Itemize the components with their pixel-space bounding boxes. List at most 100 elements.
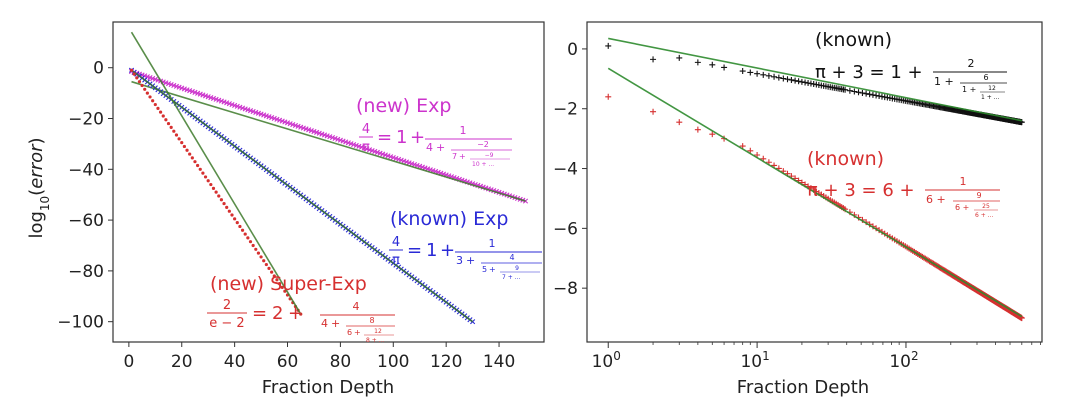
svg-text:2: 2 bbox=[968, 57, 975, 70]
data-point bbox=[174, 133, 179, 137]
svg-text:8 + ...: 8 + ... bbox=[366, 337, 384, 344]
svg-text:2: 2 bbox=[272, 303, 283, 324]
data-point bbox=[169, 125, 173, 129]
data-point bbox=[270, 270, 274, 274]
data-point bbox=[246, 236, 250, 240]
svg-text:4: 4 bbox=[321, 317, 328, 330]
data-point bbox=[605, 42, 612, 49]
x-tick-label: 140 bbox=[483, 352, 515, 372]
svg-text:+: + bbox=[331, 317, 340, 330]
data-point bbox=[193, 160, 197, 164]
data-point bbox=[873, 92, 880, 99]
data-point bbox=[243, 232, 247, 236]
annotation-known-black: (known) π + 3 = 1 + 2 1 + 6 1 + 12 1 + .… bbox=[815, 29, 1007, 101]
svg-text:1: 1 bbox=[960, 175, 967, 188]
data-point bbox=[788, 76, 795, 83]
svg-text:12: 12 bbox=[988, 85, 996, 92]
data-point bbox=[522, 198, 529, 204]
left-y-axis-label: log10(error) bbox=[26, 137, 52, 238]
svg-text:1 + ...: 1 + ... bbox=[981, 94, 999, 101]
data-point bbox=[201, 171, 205, 175]
svg-text:1: 1 bbox=[426, 240, 437, 261]
svg-text:π: π bbox=[362, 140, 370, 155]
data-point bbox=[272, 274, 276, 278]
annotation-new-exp-title: (new) Exp bbox=[356, 95, 451, 117]
data-point bbox=[137, 80, 142, 84]
data-point bbox=[765, 72, 772, 79]
data-point bbox=[227, 209, 231, 213]
data-point bbox=[760, 71, 767, 78]
data-point bbox=[869, 91, 876, 98]
annotation-known-exp: (known) Exp 4 π = 1 + 1 3 + 4 5 + 9 7 + … bbox=[389, 208, 542, 281]
svg-text:+: + bbox=[440, 240, 455, 261]
data-point bbox=[203, 175, 208, 179]
right-series-2-fit-line bbox=[607, 67, 1023, 318]
series-1-fit-line bbox=[131, 80, 526, 202]
left-axis-ticks: 0 20 40 60 80 100 120 140 0 −20 −40 −60 −80 −100 bbox=[57, 59, 515, 372]
data-point bbox=[771, 73, 778, 80]
data-point bbox=[739, 68, 746, 75]
data-point bbox=[225, 205, 229, 209]
data-point bbox=[211, 186, 216, 190]
data-point bbox=[145, 91, 149, 95]
series-3-fit-line bbox=[130, 31, 302, 315]
formula-known-black: π + 3 = 1 + 2 1 + 6 1 + 12 1 + ... bbox=[815, 57, 1007, 101]
data-point bbox=[780, 75, 787, 82]
svg-text:+: + bbox=[288, 303, 303, 324]
svg-text:+: + bbox=[410, 127, 425, 148]
svg-text:+: + bbox=[459, 152, 466, 161]
data-point bbox=[143, 87, 147, 91]
data-point bbox=[182, 144, 186, 149]
svg-text:e − 2: e − 2 bbox=[209, 316, 244, 331]
data-point bbox=[775, 74, 782, 81]
data-point bbox=[275, 278, 279, 282]
svg-text:4: 4 bbox=[392, 235, 400, 250]
svg-text:+: + bbox=[436, 141, 445, 154]
svg-text:+: + bbox=[466, 254, 475, 267]
data-point bbox=[277, 281, 282, 286]
data-point bbox=[166, 121, 171, 126]
data-point bbox=[180, 141, 184, 145]
svg-text:4: 4 bbox=[362, 122, 370, 137]
data-point bbox=[129, 68, 134, 72]
data-point bbox=[198, 167, 202, 171]
data-point bbox=[264, 262, 268, 267]
data-point bbox=[164, 118, 168, 122]
annotation-known-red-title: (known) bbox=[807, 148, 884, 170]
annotation-new-super-exp-title: (new) Super-Exp bbox=[210, 273, 367, 295]
svg-text:+: + bbox=[489, 265, 496, 274]
x-tick-label: 102 bbox=[889, 349, 918, 372]
svg-text:+: + bbox=[354, 328, 361, 337]
data-point bbox=[721, 64, 728, 71]
svg-text:4: 4 bbox=[353, 300, 360, 313]
svg-text:9: 9 bbox=[976, 191, 981, 200]
data-point bbox=[185, 148, 189, 152]
right-chart: 100 101 102 0 −2 −4 −6 −8 Fraction Depth (known… bbox=[553, 21, 1043, 398]
data-point bbox=[650, 108, 657, 115]
x-tick-label: 60 bbox=[277, 352, 299, 372]
svg-text:=: = bbox=[252, 303, 267, 324]
data-point bbox=[798, 78, 805, 85]
svg-text:2: 2 bbox=[223, 298, 231, 313]
svg-text:1: 1 bbox=[396, 127, 407, 148]
data-point bbox=[222, 201, 226, 206]
x-tick-label: 0 bbox=[123, 352, 134, 372]
left-plot-frame bbox=[112, 21, 545, 343]
x-tick-label: 40 bbox=[224, 352, 246, 372]
formula-known-red: π + 3 = 6 + 1 6 + 9 6 + 25 6 + ... bbox=[807, 175, 1000, 219]
left-chart: 0 20 40 60 80 100 120 140 0 −20 −40 −60 −80 −100 Frac… bbox=[26, 21, 545, 398]
data-point bbox=[267, 266, 271, 270]
right-x-axis-label: Fraction Depth bbox=[737, 377, 869, 398]
data-point bbox=[851, 88, 858, 95]
data-point bbox=[248, 240, 253, 244]
y-tick-label: −100 bbox=[57, 313, 104, 333]
data-point bbox=[739, 143, 746, 150]
data-point bbox=[842, 86, 849, 93]
svg-text:7: 7 bbox=[452, 152, 457, 161]
y-tick-label: −20 bbox=[68, 110, 104, 130]
data-point bbox=[846, 87, 853, 94]
svg-text:−9: −9 bbox=[485, 152, 494, 159]
data-point bbox=[863, 90, 870, 97]
data-point bbox=[209, 182, 213, 187]
data-point bbox=[859, 89, 866, 96]
